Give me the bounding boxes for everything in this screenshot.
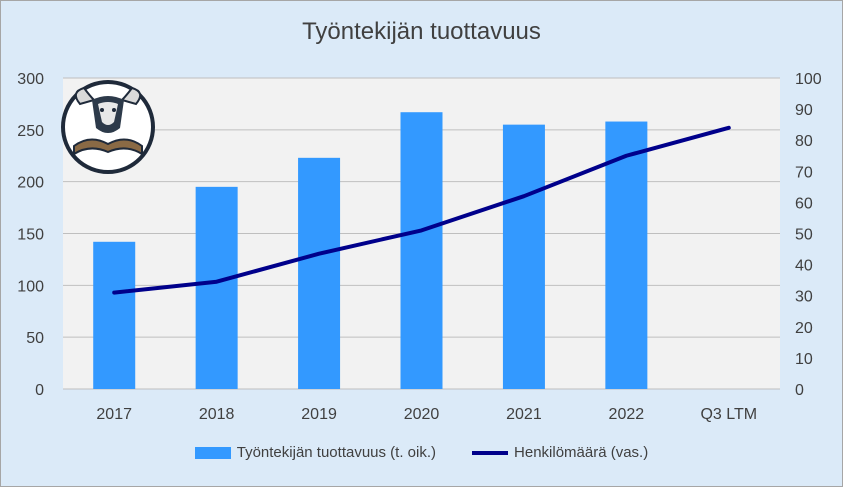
left-tick-label: 200	[17, 175, 44, 192]
x-tick-label: Q3 LTM	[700, 406, 757, 423]
left-tick-label: 0	[35, 382, 44, 399]
right-tick-label: 30	[795, 289, 813, 306]
line-point-Q3 LTM	[728, 127, 730, 129]
bar-2020	[400, 112, 443, 390]
left-tick-label: 300	[17, 71, 44, 88]
line-point-2020	[421, 229, 422, 231]
right-tick-label: 20	[795, 320, 813, 337]
left-tick-label: 100	[17, 278, 44, 295]
x-tick-label: 2020	[404, 406, 440, 423]
x-tick-label: 2022	[609, 406, 645, 423]
bar-2017	[93, 241, 136, 389]
x-tick-label: 2019	[301, 406, 337, 423]
right-tick-label: 0	[795, 382, 804, 399]
x-tick-label: 2018	[199, 406, 235, 423]
x-tick-label: 2021	[506, 406, 542, 423]
line-point-2018	[216, 281, 218, 283]
left-tick-label: 250	[17, 123, 44, 140]
right-tick-label: 80	[795, 133, 813, 150]
bar-2019	[298, 157, 341, 389]
left-tick-label: 150	[17, 227, 44, 244]
legend-swatch-line	[472, 450, 509, 455]
bar-2022	[605, 121, 648, 389]
bar-2021	[502, 124, 545, 390]
right-tick-label: 60	[795, 195, 813, 212]
x-tick-label: 2017	[96, 406, 132, 423]
bar-2018	[195, 186, 238, 389]
legend-label-line: Henkilömäärä (vas.)	[514, 444, 649, 461]
legend: Työntekijän tuottavuus (t. oik.) Henkilö…	[0, 444, 843, 461]
right-tick-label: 70	[795, 164, 813, 181]
legend-swatch-bar	[194, 446, 231, 459]
line-point-2021	[523, 195, 525, 197]
right-tick-label: 100	[795, 71, 822, 88]
right-tick-label: 40	[795, 258, 813, 275]
chart-title: Työntekijän tuottavuus	[302, 18, 541, 45]
line-point-2019	[318, 253, 320, 255]
right-tick-label: 90	[795, 102, 813, 119]
right-tick-label: 10	[795, 351, 813, 368]
line-point-2022	[625, 155, 627, 157]
left-tick-label: 50	[26, 330, 44, 347]
right-tick-label: 50	[795, 227, 813, 244]
line-point-2017	[113, 292, 115, 294]
bull-reading-book-logo	[61, 80, 155, 174]
legend-item-line: Henkilömäärä (vas.)	[472, 444, 648, 461]
legend-item-bars: Työntekijän tuottavuus (t. oik.)	[194, 444, 437, 461]
legend-label-bars: Työntekijän tuottavuus (t. oik.)	[236, 444, 437, 461]
